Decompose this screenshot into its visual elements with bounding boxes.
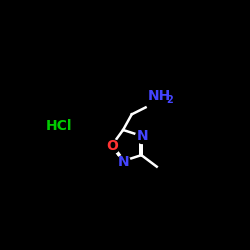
Text: 2: 2 (166, 95, 173, 105)
Text: HCl: HCl (46, 119, 72, 133)
Text: O: O (106, 138, 118, 152)
Text: N: N (117, 155, 129, 169)
Text: NH: NH (148, 89, 171, 103)
Text: N: N (136, 129, 148, 143)
